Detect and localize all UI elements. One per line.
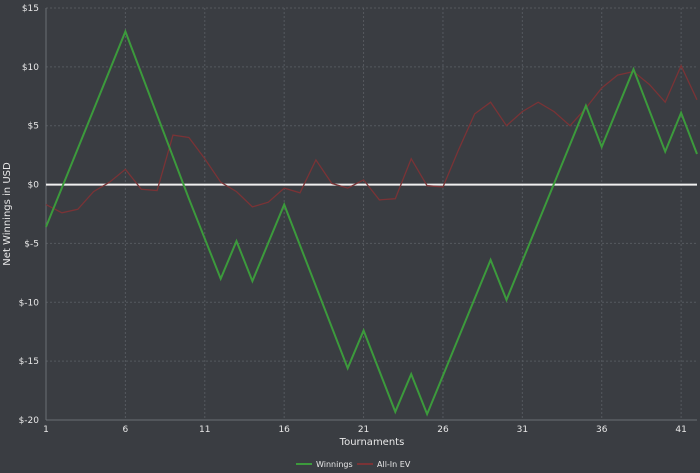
x-tick-label: 31 [517, 425, 528, 435]
x-tick-label: 26 [437, 425, 449, 435]
y-tick-label: $-5 [24, 239, 39, 249]
y-tick-label: $-20 [19, 416, 40, 426]
gridlines [45, 7, 697, 421]
x-tick-label: 36 [596, 425, 608, 435]
x-tick-label: 6 [123, 425, 129, 435]
y-tick-label: $5 [28, 122, 39, 132]
series-lines [45, 28, 698, 417]
y-tick-label: $-15 [19, 357, 39, 367]
x-tick-labels: 1 6 11 16 21 26 31 36 41 [43, 425, 687, 435]
series-line-winnings [45, 28, 698, 417]
y-axis-title: Net Winnings in USD [2, 162, 13, 266]
x-tick-label: 16 [278, 425, 290, 435]
legend-label: Winnings [316, 460, 353, 469]
y-tick-label: $-10 [19, 298, 40, 308]
x-tick-label: 1 [43, 425, 49, 435]
y-tick-label: $15 [22, 4, 39, 14]
x-axis-title: Tournaments [339, 437, 405, 448]
y-tick-label: $0 [28, 181, 40, 191]
y-tick-labels: $15 $10 $5 $0 $-5 $-10 $-15 $-20 [19, 4, 40, 426]
legend-label: All-In EV [377, 460, 411, 469]
y-tick-label: $10 [22, 63, 39, 73]
x-tick-label: 21 [358, 425, 369, 435]
x-tick-label: 11 [199, 425, 210, 435]
legend: Winnings All-In EV [296, 460, 411, 469]
x-tick-label: 41 [675, 425, 686, 435]
series-line-all-in-ev [45, 64, 698, 214]
